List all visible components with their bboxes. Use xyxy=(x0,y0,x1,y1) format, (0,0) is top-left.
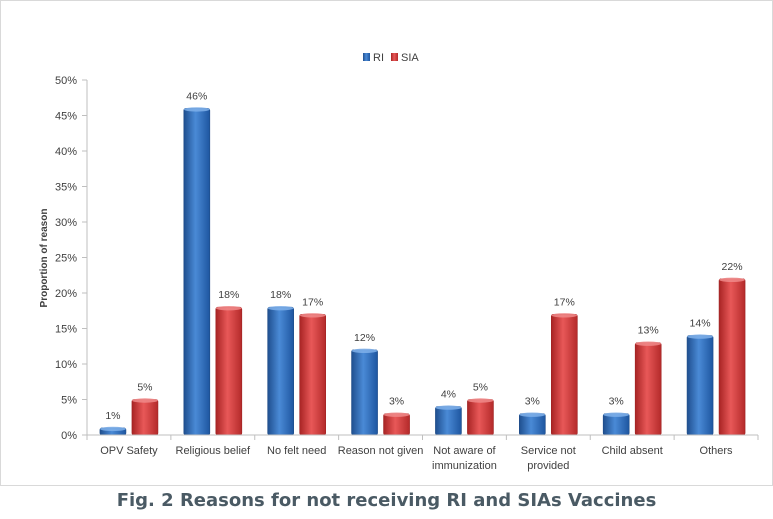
bar-cap-sia xyxy=(131,398,158,403)
data-labels: 1% 46% 18% 12% 4% 3% 3% 14% 5% 18% 17% 3% 5% 17% 13% 22… xyxy=(105,90,743,422)
x-category-label-line: immunization xyxy=(432,460,497,472)
bar-cap-sia xyxy=(635,341,662,346)
bar-cap-sia xyxy=(215,306,242,311)
bar-ri xyxy=(183,108,211,436)
data-label-ri: 4% xyxy=(441,389,456,401)
data-label-sia: 17% xyxy=(554,296,575,308)
y-tick-label: 50% xyxy=(55,75,77,87)
data-label-ri: 3% xyxy=(609,396,624,408)
y-tick-label: 20% xyxy=(55,288,77,300)
legend-label-sia: SIA xyxy=(401,52,419,64)
legend-swatch-sia xyxy=(391,53,398,61)
x-category-label-line: Not aware of xyxy=(433,445,496,457)
x-category-label-line: Reason not given xyxy=(338,445,424,457)
data-label-ri: 3% xyxy=(525,396,540,408)
bar-sia xyxy=(467,399,494,436)
x-category-label-line: provided xyxy=(527,460,569,472)
data-label-sia: 17% xyxy=(302,296,323,308)
x-category-label: Reason not given xyxy=(338,445,424,457)
data-label-sia: 18% xyxy=(218,289,239,301)
x-category-label: Not aware of immunization xyxy=(432,445,497,472)
y-tick-label: 15% xyxy=(55,324,77,336)
bar-sia xyxy=(299,313,326,436)
bar-cap-sia xyxy=(299,313,326,318)
bar-cap-ri xyxy=(603,412,630,417)
data-label-ri: 46% xyxy=(186,90,207,102)
bars xyxy=(99,107,746,436)
x-category-label: No felt need xyxy=(267,445,326,457)
bar-ri xyxy=(351,349,378,436)
bar-chart: Proportion of reason 0% 5% 10% 15% 20% 25% 30%… xyxy=(39,52,759,472)
data-label-sia: 22% xyxy=(722,261,743,273)
x-category-label: Others xyxy=(700,445,734,457)
x-category-label-line: OPV Safety xyxy=(100,445,158,457)
bar-ri xyxy=(686,335,714,436)
bar-cap-sia xyxy=(467,398,494,403)
bar-sia xyxy=(634,342,662,436)
legend-label-ri: RI xyxy=(373,52,384,64)
bar-cap-sia xyxy=(551,313,578,318)
data-label-sia: 3% xyxy=(389,396,404,408)
bar-cap-ri xyxy=(183,107,210,112)
data-label-ri: 1% xyxy=(105,410,120,422)
bar-sia xyxy=(131,399,159,436)
bar-cap-ri xyxy=(687,334,714,339)
y-tick-label: 10% xyxy=(55,359,77,371)
legend: RI SIA xyxy=(363,52,419,64)
data-label-sia: 13% xyxy=(638,325,659,337)
y-axis: 0% 5% 10% 15% 20% 25% 30% 35% 40% 45% 50% xyxy=(55,75,88,442)
data-label-sia: 5% xyxy=(137,382,152,394)
figure-caption: Fig. 2 Reasons for not receiving RI and … xyxy=(116,490,657,511)
chart-frame: Proportion of reason 0% 5% 10% 15% 20% 25% 30%… xyxy=(0,0,773,486)
y-tick-label: 5% xyxy=(61,395,77,407)
data-label-ri: 14% xyxy=(690,318,711,330)
y-tick-label: 45% xyxy=(55,111,77,123)
legend-swatch-ri xyxy=(363,53,370,61)
x-category-label: OPV Safety xyxy=(100,445,158,457)
bar-sia xyxy=(551,313,578,436)
bar-ri xyxy=(267,306,294,436)
bar-cap-ri xyxy=(435,405,462,410)
data-label-sia: 5% xyxy=(473,382,488,394)
y-tick-label: 40% xyxy=(55,146,77,158)
x-category-label: Service not provided xyxy=(521,445,576,472)
x-category-label-line: Religious belief xyxy=(176,445,252,457)
x-category-label: Religious belief xyxy=(176,445,252,457)
bar-cap-ri xyxy=(267,306,294,311)
x-category-label-line: Child absent xyxy=(602,445,663,457)
bar-ri xyxy=(435,406,462,436)
bar-sia xyxy=(718,278,746,436)
x-category-label-line: Service not xyxy=(521,445,576,457)
y-tick-label: 35% xyxy=(55,182,77,194)
y-tick-label: 0% xyxy=(61,430,77,442)
data-label-ri: 12% xyxy=(354,332,375,344)
bar-cap-sia xyxy=(383,412,410,417)
y-axis-label: Proportion of reason xyxy=(39,209,50,308)
x-category-label: Child absent xyxy=(602,445,663,457)
x-axis: OPV Safety Religious belief No felt need Re… xyxy=(86,434,759,472)
bar-cap-sia xyxy=(719,277,746,282)
x-category-label-line: No felt need xyxy=(267,445,326,457)
bar-sia xyxy=(215,306,243,436)
x-category-label-line: Others xyxy=(700,445,734,457)
y-tick-label: 25% xyxy=(55,253,77,265)
y-tick-label: 30% xyxy=(55,217,77,229)
bar-cap-ri xyxy=(99,426,126,432)
bar-cap-ri xyxy=(519,412,546,417)
data-label-ri: 18% xyxy=(270,289,291,301)
bar-cap-ri xyxy=(351,348,378,353)
